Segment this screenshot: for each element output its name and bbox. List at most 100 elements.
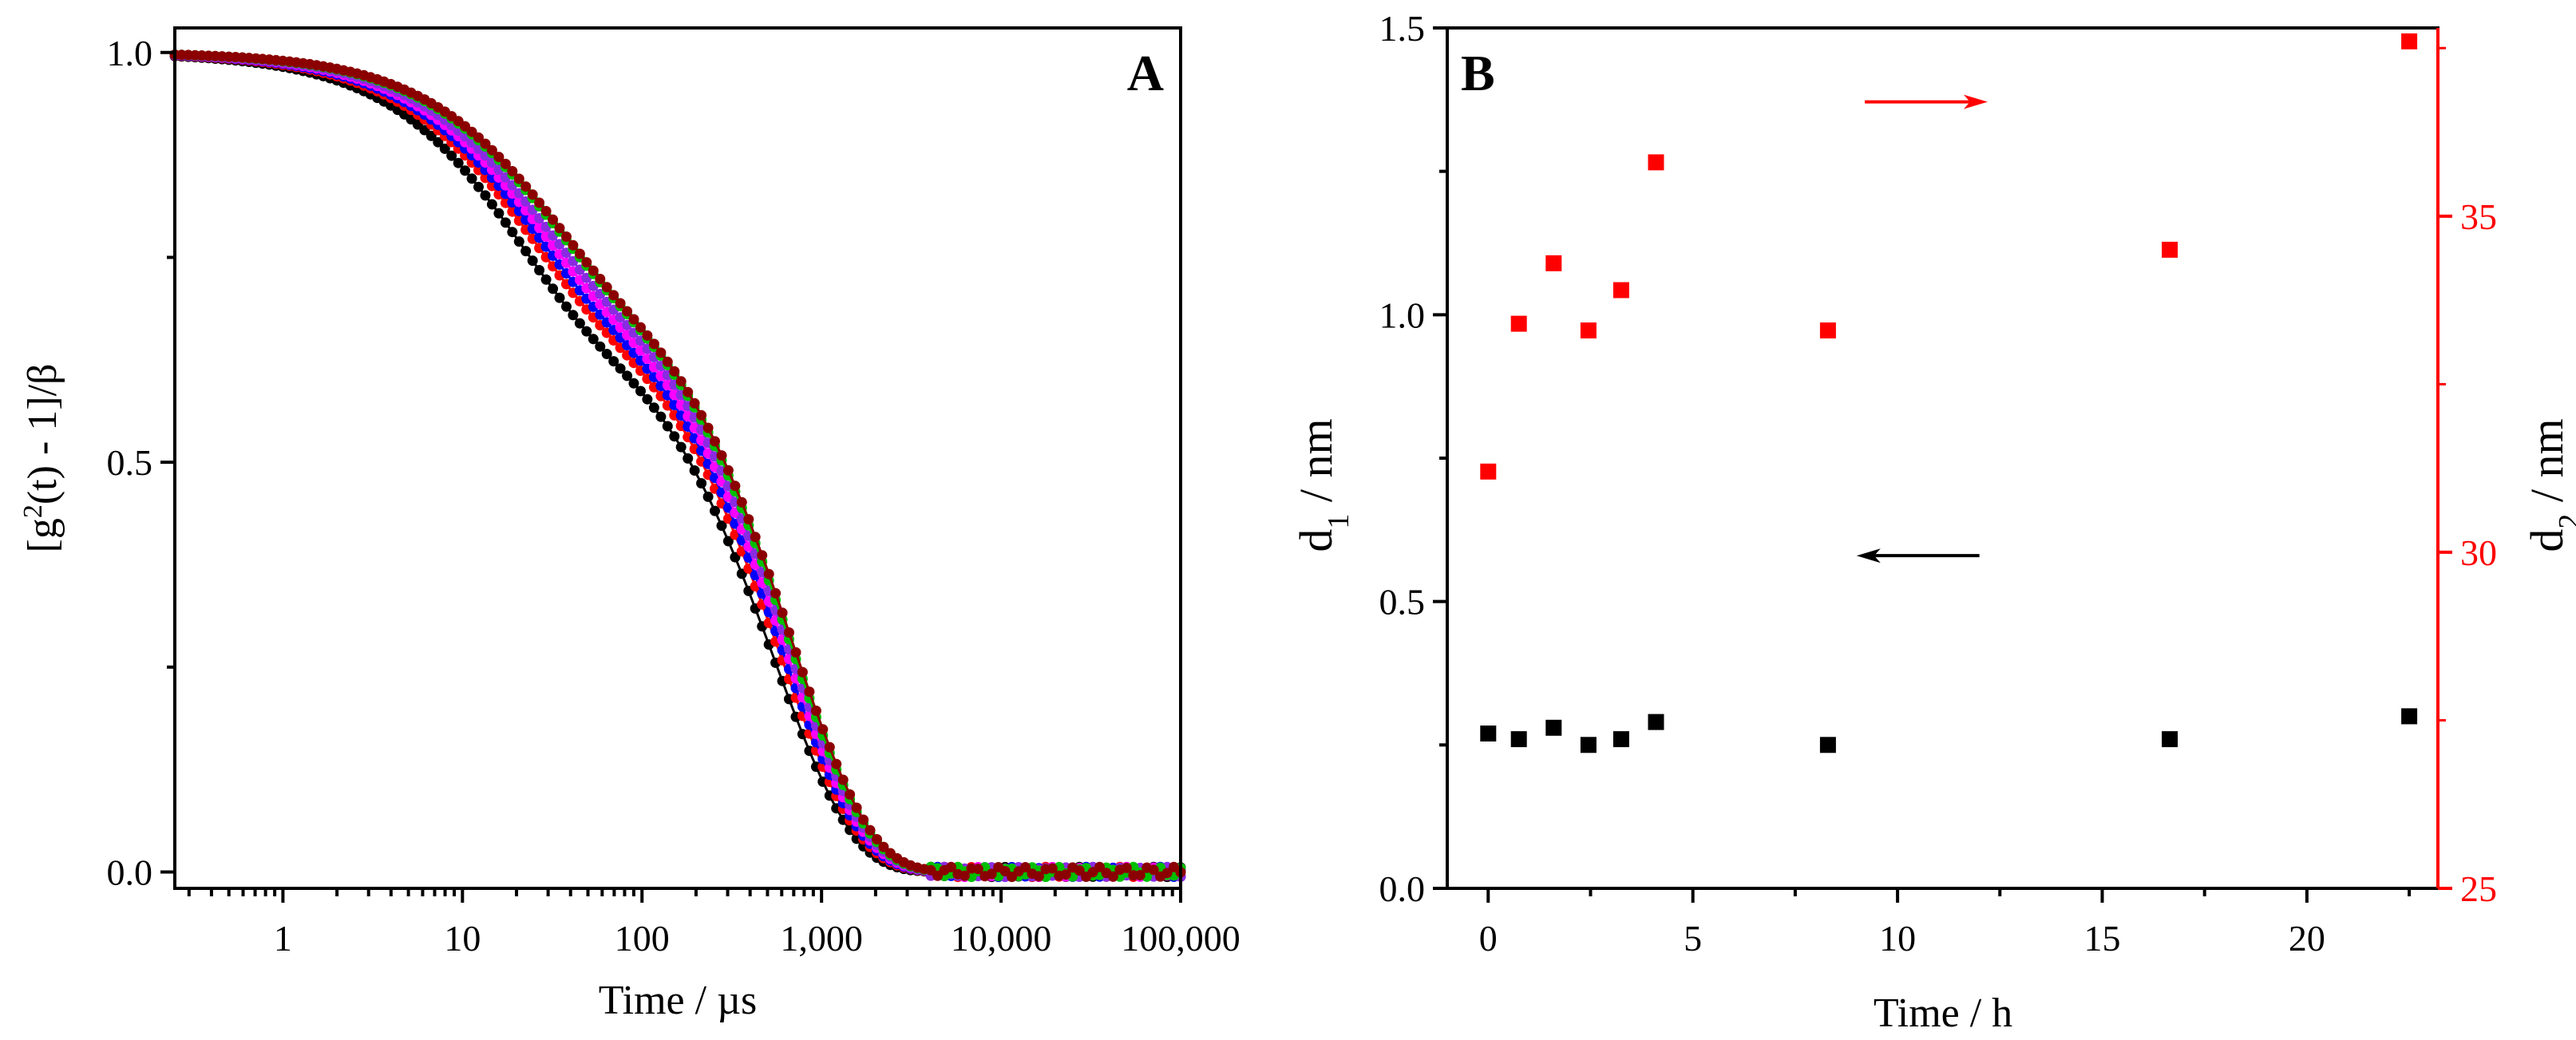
data-point bbox=[500, 158, 511, 169]
panel-a-frame bbox=[173, 26, 1182, 890]
series-curve-4 bbox=[169, 49, 1186, 883]
data-point bbox=[615, 363, 626, 374]
x-tick-label: 10 bbox=[444, 918, 481, 959]
data-point bbox=[561, 231, 572, 242]
data-point bbox=[615, 298, 626, 309]
data-point bbox=[1648, 714, 1664, 730]
data-point bbox=[972, 864, 983, 875]
data-point bbox=[601, 282, 612, 293]
data-point bbox=[473, 132, 484, 143]
x-tick-label: 10,000 bbox=[951, 918, 1052, 959]
data-point bbox=[1060, 869, 1071, 880]
data-point bbox=[425, 130, 437, 141]
series-line bbox=[174, 53, 1181, 879]
x-tick-label: 5 bbox=[1684, 918, 1702, 959]
panel-b-label: B bbox=[1461, 45, 1495, 101]
data-point bbox=[507, 227, 518, 238]
data-point bbox=[513, 236, 524, 247]
panel-a-label: A bbox=[1127, 45, 1164, 101]
panel-b-frame bbox=[1446, 26, 2439, 890]
data-point bbox=[1107, 871, 1118, 882]
data-point bbox=[1074, 865, 1085, 876]
x-tick-label: 20 bbox=[2289, 918, 2325, 959]
data-point bbox=[480, 138, 491, 149]
data-point bbox=[837, 774, 849, 785]
data-point bbox=[581, 326, 592, 337]
data-point bbox=[1480, 726, 1497, 741]
data-point bbox=[1819, 737, 1836, 753]
data-point bbox=[1020, 862, 1031, 872]
panel-b-annotations bbox=[1856, 94, 1988, 563]
data-point bbox=[561, 301, 572, 312]
x-tick-label: 15 bbox=[2083, 918, 2120, 959]
panel-a: 1 10 100 1,000 10,000 100,000 0.0 0.5 1.0 A Tim… bbox=[18, 26, 1241, 1023]
y-tick-label: 1.0 bbox=[107, 33, 153, 73]
data-point bbox=[622, 306, 633, 317]
panel-b-y-left-axis-label: d1 / nm bbox=[1290, 418, 1355, 552]
data-point bbox=[655, 347, 667, 358]
panel-a-y-label-part-2: (t) - 1]/β bbox=[20, 364, 65, 505]
data-point bbox=[648, 402, 659, 413]
data-point bbox=[568, 239, 579, 251]
panel-b-series bbox=[1480, 33, 2418, 753]
panel-b-x-axis-label: Time / h bbox=[1874, 991, 2012, 1036]
data-point bbox=[635, 386, 646, 397]
data-point bbox=[824, 741, 835, 753]
data-point bbox=[622, 370, 633, 382]
panel-a-x-ticks: 1 10 100 1,000 10,000 100,000 bbox=[187, 888, 1241, 959]
data-point bbox=[722, 465, 734, 476]
data-point bbox=[1612, 282, 1629, 299]
panel-a-series bbox=[169, 49, 1186, 883]
data-point bbox=[588, 334, 599, 345]
data-point bbox=[574, 318, 585, 329]
data-point bbox=[689, 397, 700, 409]
series-d1 bbox=[1480, 708, 2418, 753]
data-point bbox=[608, 356, 619, 367]
data-point bbox=[1580, 322, 1597, 338]
data-point bbox=[797, 666, 808, 678]
y-right-tick-label: 35 bbox=[2460, 196, 2497, 237]
data-point bbox=[865, 824, 876, 836]
data-point bbox=[595, 274, 606, 284]
series-curve-1 bbox=[169, 50, 1186, 883]
data-point bbox=[669, 431, 680, 442]
data-point bbox=[534, 197, 545, 208]
series-curve-5 bbox=[169, 49, 1186, 883]
data-point bbox=[439, 143, 450, 154]
data-point bbox=[460, 165, 471, 176]
data-point bbox=[858, 814, 869, 825]
series-d2 bbox=[1480, 33, 2418, 480]
data-point bbox=[1545, 719, 1562, 736]
data-point bbox=[1047, 863, 1058, 874]
data-point bbox=[817, 724, 829, 735]
data-point bbox=[716, 520, 727, 532]
data-point bbox=[669, 366, 680, 377]
data-point bbox=[486, 199, 497, 210]
panel-a-y-label-part-1: [g bbox=[20, 518, 65, 552]
data-point bbox=[1480, 463, 1497, 480]
data-point bbox=[675, 376, 687, 387]
data-point bbox=[2401, 33, 2418, 49]
data-point bbox=[1545, 255, 1562, 271]
data-point bbox=[736, 496, 747, 508]
data-point bbox=[946, 861, 956, 872]
data-point bbox=[784, 627, 794, 638]
data-point bbox=[683, 453, 694, 464]
x-tick-label: 1 bbox=[274, 918, 292, 959]
data-point bbox=[568, 310, 579, 321]
data-point bbox=[648, 338, 659, 350]
data-point bbox=[527, 189, 538, 200]
data-point bbox=[878, 841, 889, 852]
series-line bbox=[174, 53, 1182, 879]
x-tick-label: 0 bbox=[1479, 918, 1498, 959]
panel-a-y-ticks: 0.0 0.5 1.0 bbox=[107, 33, 175, 892]
data-point bbox=[480, 190, 491, 201]
data-point bbox=[702, 422, 714, 433]
panel-b-y-left-label-sub: 1 bbox=[1322, 514, 1355, 529]
panel-a-y-axis-label: [g2(t) - 1]/β bbox=[18, 364, 66, 553]
x-tick-label: 100 bbox=[615, 918, 670, 959]
data-point bbox=[999, 866, 1011, 876]
data-point bbox=[770, 587, 782, 599]
data-point bbox=[493, 152, 505, 163]
